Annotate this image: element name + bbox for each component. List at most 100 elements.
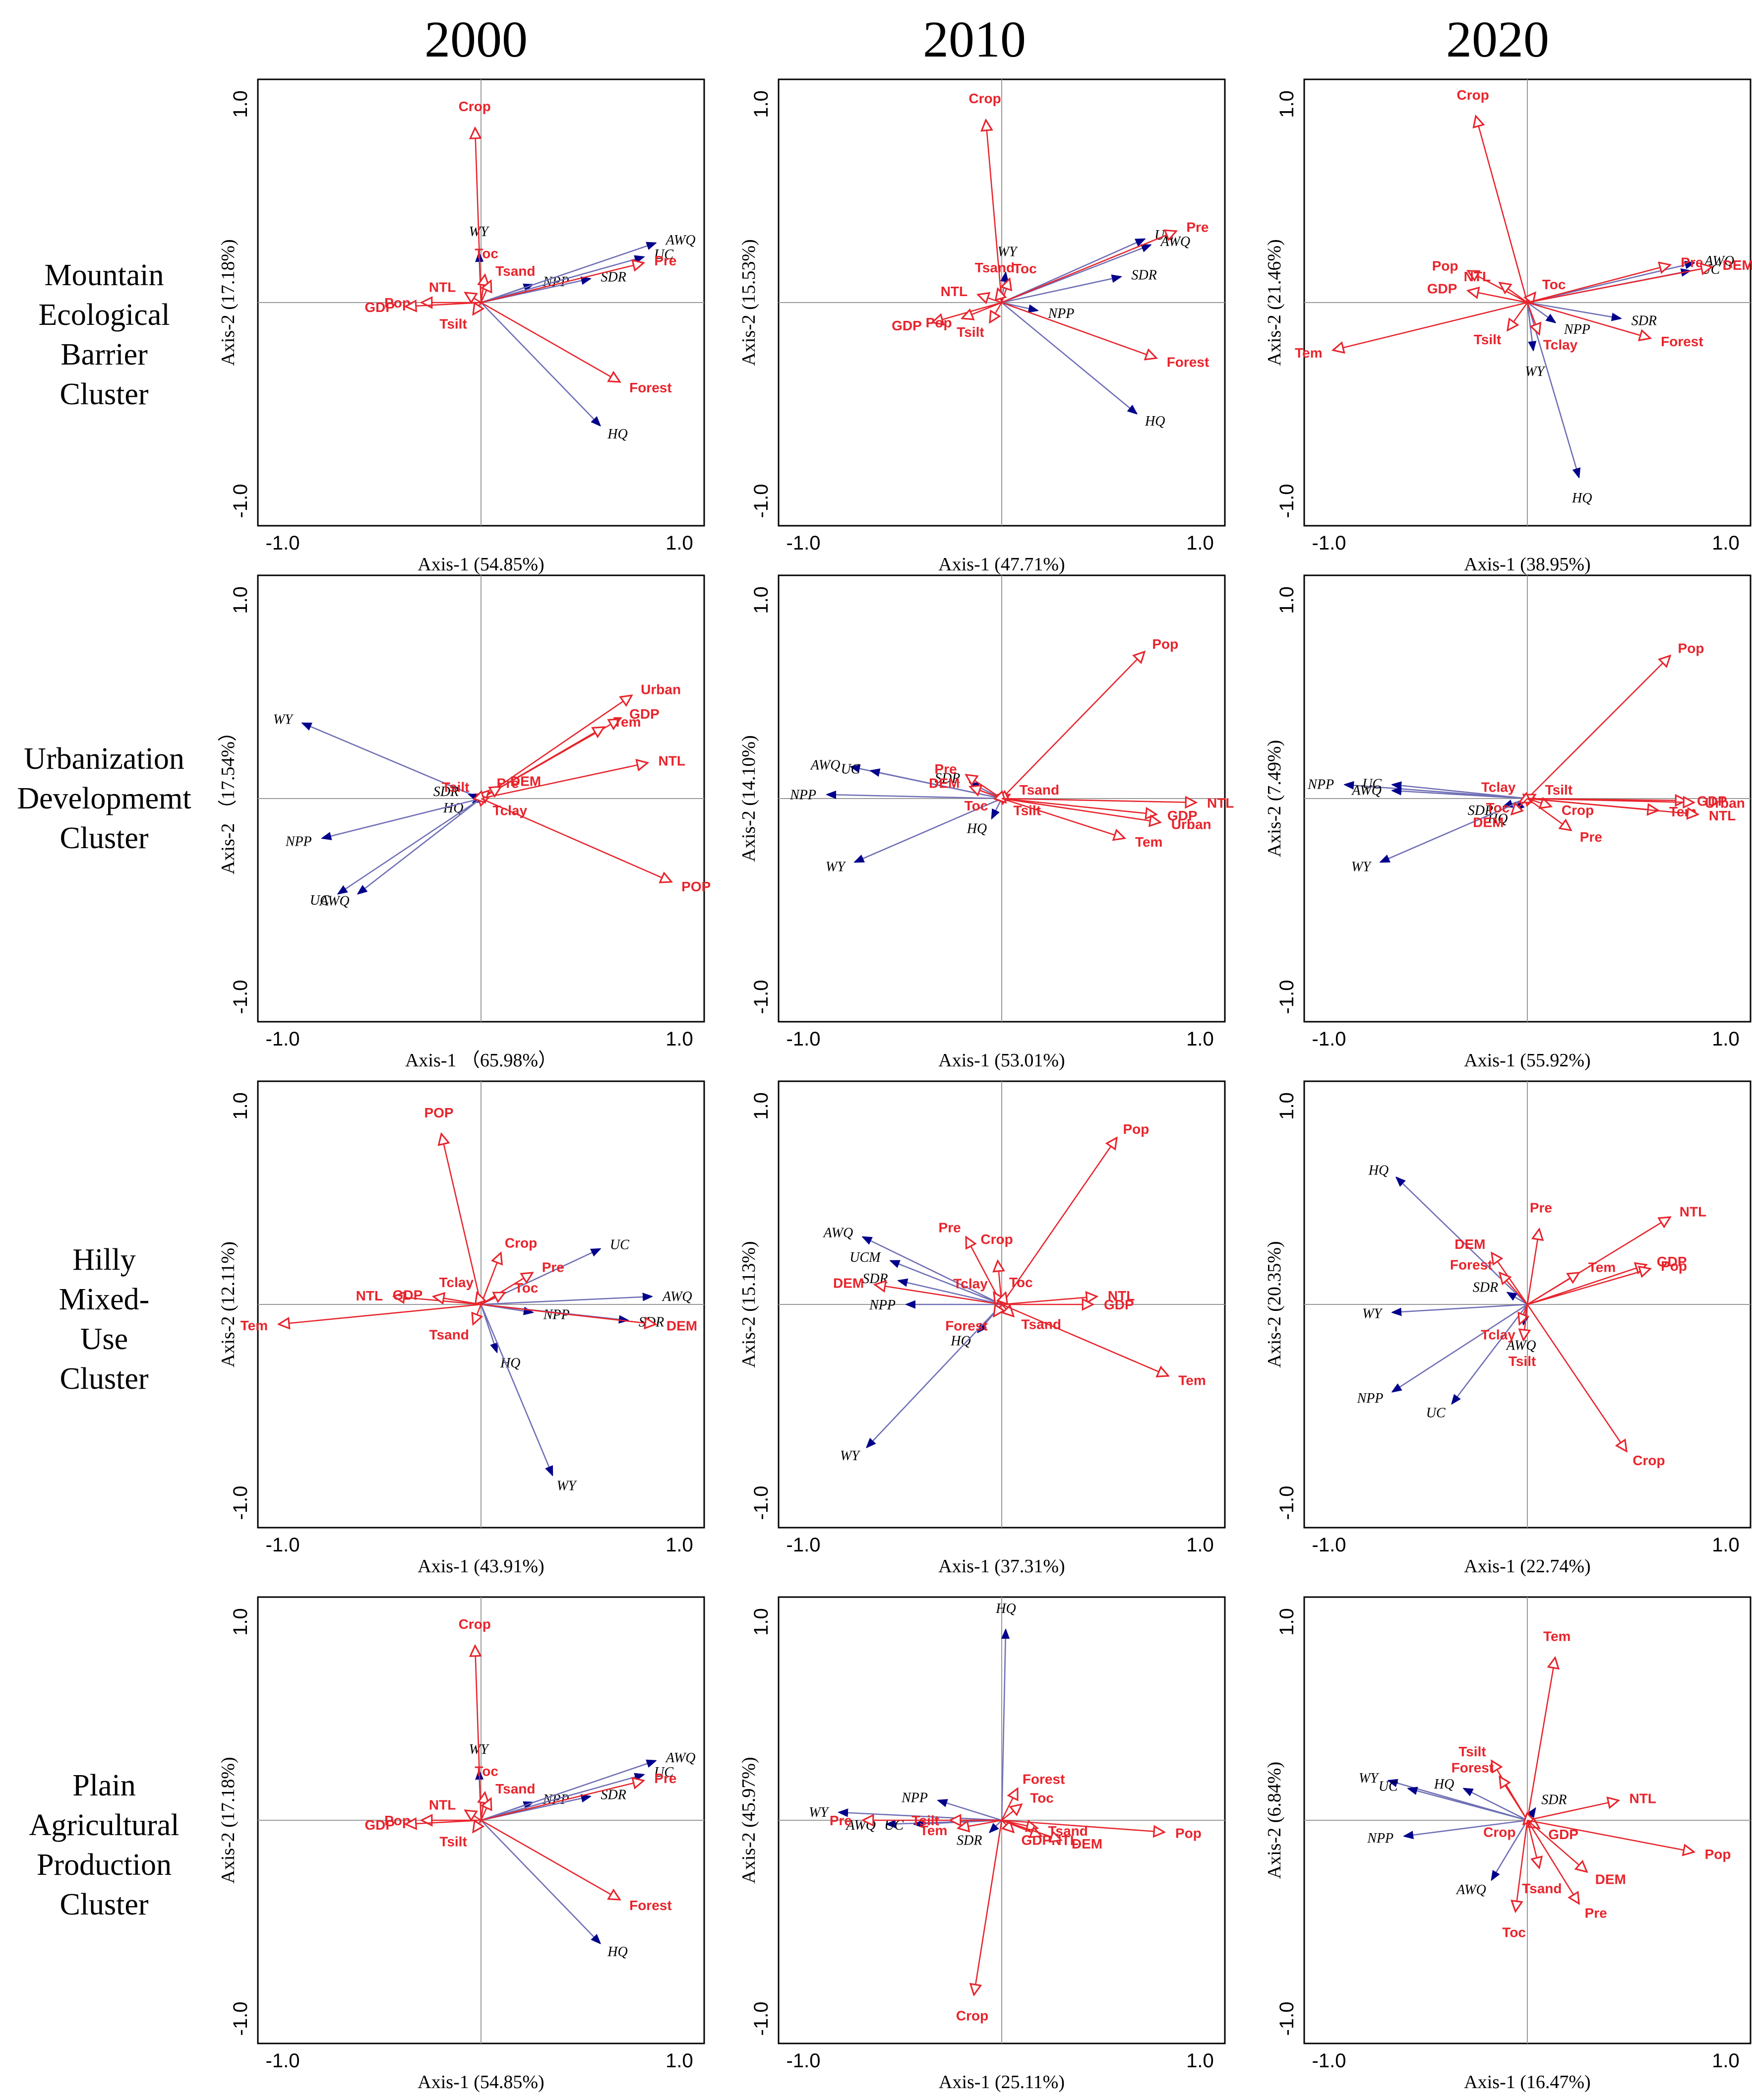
biplot-panel: -1.0 1.0 -1.0 1.0 Axis-1 (37.31%) Axis-2 (15.… [738, 1080, 1226, 1577]
response-arrow-tem [279, 1303, 482, 1324]
response-label-tem: Tem [1588, 1259, 1616, 1275]
service-label-npp: NPP [789, 788, 816, 803]
response-arrow-dem [875, 1285, 1002, 1305]
biplot-panel: -1.0 1.0 -1.0 1.0 Axis-1 (47.71%) Axis-2 (15.… [738, 78, 1226, 575]
response-label-tsilt: Tsilt [439, 1834, 467, 1849]
response-arrow-crop [974, 1820, 1003, 1995]
response-arrow-ntl [481, 763, 648, 800]
service-arrow-uc [1452, 1304, 1528, 1404]
service-label-uc: UC [841, 761, 860, 777]
response-label-dem: DEM [510, 774, 541, 789]
response-arrow-gdp [1468, 291, 1528, 304]
x-tick-label: -1.0 [1312, 1028, 1346, 1050]
response-label-pre: Pre [830, 1813, 852, 1828]
response-arrow-gdp [1001, 798, 1156, 814]
service-label-sdr: SDR [1132, 267, 1157, 283]
service-arrow-npp [827, 795, 1002, 800]
biplot-panel: -1.0 1.0 -1.0 1.0 Axis-1 （65.98%） Axis-2 （17.… [218, 574, 711, 1071]
response-arrow-ntl [1500, 283, 1528, 304]
response-label-crop: Crop [980, 1232, 1013, 1247]
row-label-line: Cluster [60, 821, 149, 855]
response-label-pre: Pre [1530, 1200, 1552, 1215]
service-arrow-npp [1527, 302, 1555, 322]
service-label-awq: AWQ [665, 1750, 696, 1766]
response-arrow-tem [958, 1819, 1002, 1828]
service-label-ucm: UCM [849, 1250, 881, 1265]
service-label-uc: UC [1379, 1779, 1398, 1794]
x-tick-label: 1.0 [1186, 1028, 1214, 1050]
service-arrow-uc [481, 257, 644, 304]
service-arrow-sdr [899, 1281, 1002, 1305]
response-arrow-gdp [1002, 1820, 1014, 1832]
x-axis-label: Axis-1 (54.85%) [418, 2072, 544, 2093]
response-label-tsilt: Tsilt [1509, 1354, 1536, 1369]
service-arrow-wy [867, 1304, 1002, 1447]
service-arrow-awq [481, 1297, 652, 1305]
response-label-toc: Toc [1013, 261, 1037, 276]
biplot-panel: -1.0 1.0 -1.0 1.0 Axis-1 (54.85%) Axis-2 (17.… [218, 78, 705, 575]
response-label-urban: Urban [1705, 796, 1745, 811]
service-arrow-sdr [1001, 277, 1121, 304]
service-arrow-awq [863, 1237, 1002, 1305]
response-arrow-ntl [1527, 1800, 1619, 1821]
response-arrow-tem [1333, 302, 1528, 350]
response-label-forest: Forest [1167, 354, 1209, 370]
response-label-toc: Toc [475, 246, 498, 261]
response-label-pre: Pre [654, 1771, 676, 1786]
x-axis-label: Axis-1 （65.98%） [405, 1050, 557, 1071]
response-arrow-gdp [406, 303, 482, 307]
response-label-pre: Pre [1585, 1906, 1607, 1921]
service-label-wy: WY [556, 1478, 577, 1493]
service-label-sdr: SDR [1631, 313, 1657, 329]
response-label-tsand: Tsand [1020, 782, 1059, 798]
x-tick-label: 1.0 [1186, 1534, 1214, 1556]
x-axis-label: Axis-1 (43.91%) [418, 1556, 544, 1577]
response-label-forest: Forest [1451, 1760, 1494, 1775]
response-label-tsilt: Tsilt [1458, 1744, 1486, 1759]
response-label-ntl: NTL [1709, 808, 1736, 823]
response-arrow-forest [481, 302, 620, 382]
response-label-tsand: Tsand [975, 260, 1015, 275]
x-tick-label: 1.0 [1186, 532, 1214, 554]
response-arrow-tsand [480, 1798, 491, 1821]
y-axis-label: Axis-2 (15.53%) [738, 239, 759, 366]
response-label-crop: Crop [956, 2008, 988, 2024]
y-tick-label: 1.0 [230, 1608, 251, 1636]
service-arrow-sdr [990, 1820, 1002, 1832]
service-label-uc: UC [310, 893, 329, 908]
x-axis-label: Axis-1 (55.92%) [1464, 1050, 1590, 1071]
y-axis-label: Axis-2 (21.46%) [1264, 239, 1285, 366]
response-label-gdp: GDP [1104, 1297, 1134, 1312]
response-arrow-gdp [433, 1297, 482, 1305]
response-label-pop: Pop [1175, 1826, 1202, 1841]
response-arrow-crop [1527, 799, 1551, 806]
service-arrow-uc [338, 798, 482, 894]
service-label-hq: HQ [967, 821, 987, 837]
response-label-pop: POP [681, 879, 711, 894]
x-axis-label: Axis-1 (47.71%) [938, 554, 1065, 575]
row-label-line: Plain [72, 1769, 136, 1802]
response-arrow-pre [1526, 1820, 1579, 1904]
x-tick-label: 1.0 [1712, 1534, 1740, 1556]
service-arrow-npp [1404, 1819, 1528, 1836]
x-axis-label: Axis-1 (54.85%) [418, 554, 544, 575]
response-label-gdp: GDP [1697, 793, 1727, 808]
y-axis-label: Axis-2 (17.18%) [218, 1757, 239, 1883]
y-axis-label: Axis-2 （17.54%） [218, 723, 239, 874]
service-arrow-uc [1408, 1789, 1528, 1821]
service-label-hq: HQ [443, 801, 463, 816]
service-arrow-uc [1001, 239, 1145, 304]
response-label-gdp: GDP [1657, 1254, 1687, 1269]
response-arrow-urban [1527, 799, 1694, 803]
response-arrow-pre [481, 263, 644, 304]
response-arrow-pop [1527, 1819, 1694, 1852]
response-label-gdp: GDP [393, 1287, 423, 1302]
y-axis-label: Axis-2 (45.97%) [738, 1757, 759, 1883]
service-label-uc: UC [654, 1765, 673, 1780]
service-arrow-hq [481, 1820, 600, 1943]
y-tick-label: -1.0 [1276, 1486, 1298, 1520]
service-label-sdr: SDR [433, 784, 459, 800]
response-arrow-pop [1001, 1819, 1164, 1832]
response-label-urban: Urban [641, 682, 681, 697]
service-label-npp: NPP [1047, 306, 1074, 321]
